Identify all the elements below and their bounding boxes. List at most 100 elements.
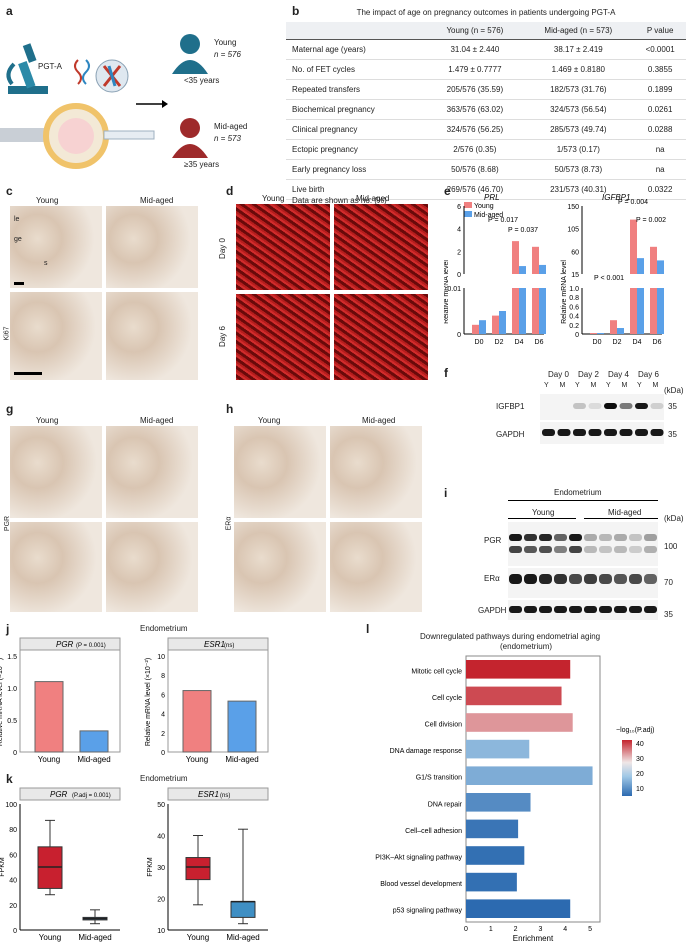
era-young-high xyxy=(234,522,326,612)
tick-label: 1.5 xyxy=(7,654,17,661)
i-marker: 100 xyxy=(664,542,678,551)
legend-swatch-mid xyxy=(464,211,472,217)
tick-label: 105 xyxy=(567,227,579,234)
i-title: Endometrium xyxy=(554,488,602,497)
table-row: Ectopic pregnancy 2/576 (0.35) 1/573 (0.17… xyxy=(286,139,686,160)
table-cell: na xyxy=(634,139,686,160)
table-cell: 269/576 (46.70) xyxy=(427,179,523,200)
lane-label: Y xyxy=(637,382,642,389)
blot-band xyxy=(509,606,522,613)
enrichment-bar xyxy=(466,766,593,785)
x-tick-label: D6 xyxy=(535,339,544,346)
bar xyxy=(479,320,486,334)
lane-label: Y xyxy=(575,382,580,389)
table-cell: No. of FET cycles xyxy=(286,59,428,80)
panel-label-l: l xyxy=(366,622,370,636)
table-cell: 0.0322 xyxy=(634,179,686,200)
chromosome-icon xyxy=(95,59,129,93)
table-header-row: Young (n = 576) Mid-aged (n = 573) P val… xyxy=(286,22,686,40)
pathway-label: Cell–cell adhesion xyxy=(405,828,462,835)
bar xyxy=(650,246,657,274)
table-cell: 324/576 (56.25) xyxy=(427,119,523,140)
l-title1: Downregulated pathways during endometria… xyxy=(420,632,601,641)
plot-frame xyxy=(465,655,601,923)
scale-bar xyxy=(14,372,42,375)
table-cell: 1.469 ± 0.8180 xyxy=(522,59,635,80)
table-cell: 1/573 (0.17) xyxy=(522,139,635,160)
tick-label: 20 xyxy=(157,897,165,904)
panel-label-d: d xyxy=(226,184,234,198)
x-tick-label: D4 xyxy=(633,339,642,346)
box xyxy=(230,901,256,918)
panel-label-g: g xyxy=(6,402,14,416)
box xyxy=(185,857,211,881)
y-label: FPKM xyxy=(147,857,154,877)
table-cell: 31.04 ± 2.440 xyxy=(427,39,523,60)
bar xyxy=(637,288,644,334)
blot-band xyxy=(644,574,657,584)
enrichment-bar xyxy=(466,899,571,918)
enrichment-bar xyxy=(466,819,519,839)
chart-title: IGFBP1 xyxy=(602,193,630,202)
tick-label: 20 xyxy=(9,903,17,910)
panel-label-a: a xyxy=(6,4,13,18)
tick-label: 8 xyxy=(161,673,165,680)
enrichment-bar xyxy=(466,660,571,679)
facet-p: (P = 0.001) xyxy=(76,643,106,649)
x-tick-label: 3 xyxy=(538,926,542,933)
tick-label: 4 xyxy=(161,712,165,719)
table-cell: 0.3855 xyxy=(634,59,686,80)
table-cell: Maternal age (years) xyxy=(286,39,428,60)
x-label: Enrichment xyxy=(513,934,554,943)
era-mid-low xyxy=(330,426,422,518)
blot-band xyxy=(604,403,617,409)
pgr-label: PGR xyxy=(4,515,12,532)
p-value: P = 0.037 xyxy=(508,227,538,234)
y-label: Relative mRNA level (×10⁻²) xyxy=(145,658,152,746)
midaged-avatar-icon xyxy=(172,118,208,158)
blot-band xyxy=(584,534,597,541)
bar xyxy=(630,219,637,274)
plot-frame xyxy=(167,649,269,753)
bar xyxy=(610,320,617,334)
facet-title: ESR1 xyxy=(198,790,219,799)
tick-label: 150 xyxy=(567,204,579,211)
facet-p: (ns) xyxy=(224,643,234,649)
chart-l: Mitotic cell cycle Cell cycle Cell divisio… xyxy=(375,655,654,943)
era-mid-high xyxy=(330,522,422,612)
table-cell: Biochemical pregnancy xyxy=(286,99,428,120)
blot-band xyxy=(539,534,552,541)
young-label: Young xyxy=(214,38,237,47)
blot-band xyxy=(584,574,597,584)
blot-band xyxy=(644,606,657,613)
legend-tick: 30 xyxy=(636,756,644,763)
tick-label: 0 xyxy=(457,272,461,279)
table-row: Live birth 269/576 (46.70) 231/573 (40.31)… xyxy=(286,179,686,200)
lane-label: M xyxy=(590,382,597,389)
ki67-mid-high xyxy=(106,292,198,380)
table-cell: <0.0001 xyxy=(634,39,686,60)
bar xyxy=(182,690,212,753)
blot-band xyxy=(629,546,642,553)
blot-band xyxy=(524,546,537,553)
table-cell: 182/573 (31.76) xyxy=(522,79,635,100)
y-label: Relative mRNA level (×10⁻¹) xyxy=(0,658,4,746)
f-marker: 35 xyxy=(668,430,677,439)
i-midaged: Mid-aged xyxy=(608,508,642,517)
tick-label: 50 xyxy=(157,802,165,809)
table-header: P value xyxy=(634,22,686,40)
blot-band xyxy=(554,546,567,553)
l-title2: (endometrium) xyxy=(500,642,553,651)
if-mid-day0 xyxy=(334,204,428,290)
bar xyxy=(79,730,109,753)
g-young-label: Young xyxy=(36,416,59,425)
enrichment-bar xyxy=(466,872,517,892)
pgr-mid-high xyxy=(106,522,198,612)
facet-p: (ns) xyxy=(220,793,230,799)
table-row: Early pregnancy loss 50/576 (8.68) 50/573 … xyxy=(286,159,686,180)
bar xyxy=(539,288,546,334)
i-row-gapdh: GAPDH xyxy=(478,606,507,615)
x-tick-label: Mid-aged xyxy=(78,933,111,942)
table-cell: Live birth xyxy=(286,179,428,200)
table-cell: 1.479 ± 0.7777 xyxy=(427,59,523,80)
